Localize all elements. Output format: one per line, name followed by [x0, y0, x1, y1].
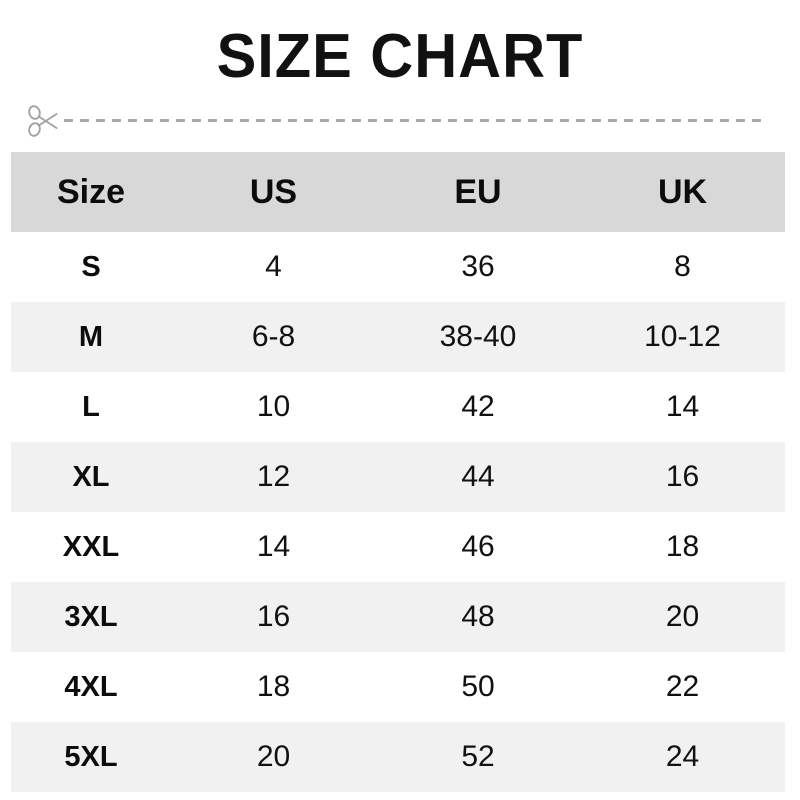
cell-uk: 16: [665, 460, 700, 493]
table-row: L 10 42 14: [11, 372, 785, 442]
cell-size: 3XL: [64, 600, 118, 633]
table-row: XL 12 44 16: [11, 442, 785, 512]
dashed-cut-line: [64, 119, 768, 122]
cell-eu: 52: [461, 740, 495, 773]
size-chart-table: Size US EU UK S 4 36 8 M 6-8 38-40 10-12…: [11, 152, 785, 792]
cell-us: 14: [256, 530, 291, 563]
cell-size: 4XL: [64, 670, 118, 703]
cell-eu: 46: [461, 530, 495, 563]
cell-us: 10: [256, 390, 291, 423]
cell-uk: 22: [665, 670, 700, 703]
cell-size: S: [81, 250, 101, 283]
scissors-icon: [28, 105, 58, 137]
cell-eu: 44: [461, 460, 495, 493]
table-header-row: Size US EU UK: [11, 152, 785, 232]
table-header: Size US EU UK: [11, 152, 785, 232]
table-row: 5XL 20 52 24: [11, 722, 785, 792]
column-header-eu: EU: [376, 152, 580, 232]
cell-uk: 10-12: [644, 320, 721, 353]
cell-eu: 50: [461, 670, 495, 703]
column-header-uk: UK: [580, 152, 785, 232]
table-row: 4XL 18 50 22: [11, 652, 785, 722]
cell-size: XXL: [62, 530, 120, 563]
page-title-wrapper: SIZE CHART: [0, 22, 800, 92]
column-header-us: US: [171, 152, 376, 232]
cell-eu: 38-40: [439, 320, 517, 353]
cell-us: 4: [265, 250, 282, 283]
cell-us: 16: [256, 600, 291, 633]
table-row: S 4 36 8: [11, 232, 785, 302]
table-row: 3XL 16 48 20: [11, 582, 785, 652]
column-header-size: Size: [11, 152, 171, 232]
page-title: SIZE CHART: [216, 22, 584, 91]
table-body: S 4 36 8 M 6-8 38-40 10-12 L 10 42 14 XL…: [11, 232, 785, 792]
cell-size: L: [82, 390, 100, 423]
cell-eu: 36: [461, 250, 495, 283]
table-row: XXL 14 46 18: [11, 512, 785, 582]
cell-uk: 18: [665, 530, 700, 563]
cell-uk: 20: [665, 600, 700, 633]
cell-uk: 8: [674, 250, 691, 283]
cell-eu: 42: [461, 390, 495, 423]
cell-us: 20: [256, 740, 291, 773]
cell-size: M: [78, 320, 104, 353]
cell-uk: 14: [665, 390, 700, 423]
cell-uk: 24: [665, 740, 700, 773]
cell-us: 6-8: [251, 320, 296, 353]
table-row: M 6-8 38-40 10-12: [11, 302, 785, 372]
cell-eu: 48: [461, 600, 495, 633]
cut-line: [26, 103, 774, 139]
cell-size: XL: [72, 460, 110, 493]
cell-size: 5XL: [64, 740, 118, 773]
cell-us: 12: [256, 460, 291, 493]
cell-us: 18: [256, 670, 291, 703]
